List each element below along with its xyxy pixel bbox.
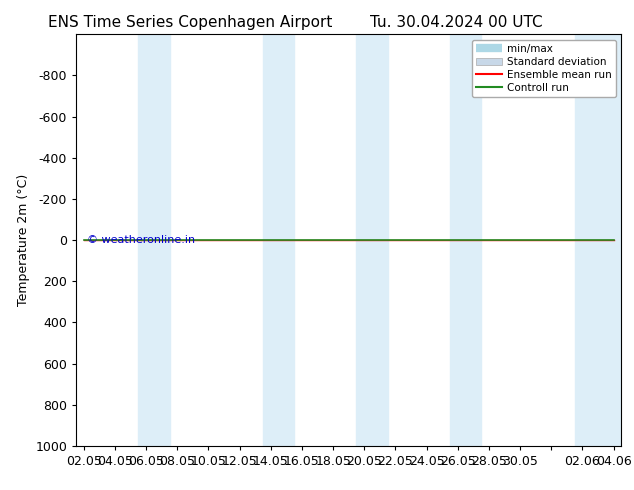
Bar <box>356 34 387 446</box>
Y-axis label: Temperature 2m (°C): Temperature 2m (°C) <box>16 174 30 306</box>
Bar <box>263 34 294 446</box>
Text: ENS Time Series Copenhagen Airport: ENS Time Series Copenhagen Airport <box>48 15 332 30</box>
Legend: min/max, Standard deviation, Ensemble mean run, Controll run: min/max, Standard deviation, Ensemble me… <box>472 40 616 97</box>
Bar <box>450 34 481 446</box>
Text: © weatheronline.in: © weatheronline.in <box>87 235 195 245</box>
Bar <box>574 34 621 446</box>
Text: Tu. 30.04.2024 00 UTC: Tu. 30.04.2024 00 UTC <box>370 15 543 30</box>
Bar <box>138 34 169 446</box>
